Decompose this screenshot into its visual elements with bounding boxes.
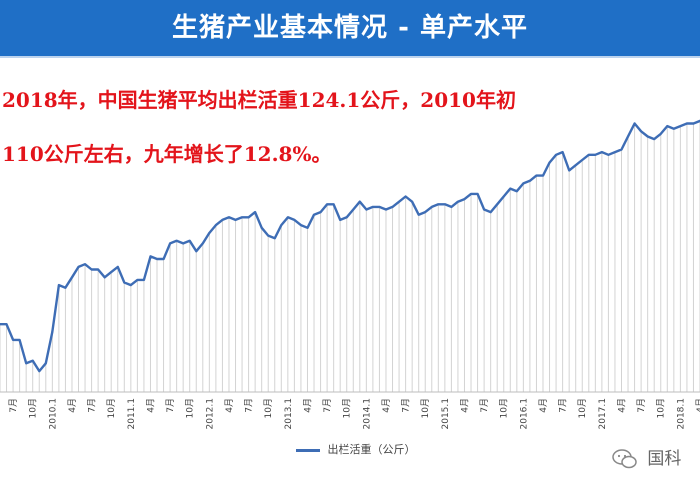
x-tick-label: 4月 (303, 398, 314, 413)
x-tick-label: 7月 (165, 398, 176, 413)
x-tick-label: 7月 (479, 398, 490, 413)
x-tick-label: 4月 (381, 398, 392, 413)
x-tick-label: 2016.1 (519, 398, 529, 430)
x-tick-label: 7月 (87, 398, 98, 413)
x-tick-label: 7月 (401, 398, 412, 413)
x-tick-label: 4月 (67, 398, 78, 413)
header-divider (0, 56, 700, 58)
x-tick-label: 10月 (499, 398, 510, 418)
x-tick-label: 4月 (146, 398, 157, 413)
x-tick-label: 4月 (224, 398, 235, 413)
x-tick-label: 2017.1 (598, 398, 608, 430)
x-tick-label: 2012.1 (205, 398, 215, 430)
x-tick-label: 2015.1 (441, 398, 451, 430)
x-tick-label: 7月 (244, 398, 255, 413)
annotation-line-1: 2018年，中国生猪平均出栏活重124.1公斤，2010年初 (2, 88, 516, 112)
x-tick-label: 10月 (656, 398, 667, 418)
x-tick-label: 4月 (538, 398, 549, 413)
line-chart: 7月 10月 2010.1 4月 7月 10月 2011.1 4月 7月 10月 2012.1 4月 7… (0, 119, 700, 430)
wechat-icon (612, 449, 637, 469)
legend-line-marker (296, 448, 320, 452)
annotation-line-2: 110公斤左右，九年增长了12.8%。 (2, 142, 332, 166)
x-tick-label: 4月 (695, 398, 700, 413)
x-tick-label: 10月 (185, 398, 196, 418)
x-tick-label: 2013.1 (284, 398, 294, 430)
x-tick-label: 4月 (460, 398, 471, 413)
page-title: 生猪产业基本情况 - 单产水平 (172, 13, 528, 43)
x-tick-label: 7月 (636, 398, 647, 413)
watermark: 国科 (612, 446, 681, 472)
x-tick-label: 10月 (263, 398, 274, 418)
x-tick-label: 10月 (28, 398, 39, 418)
x-tick-label: 2010.1 (48, 398, 58, 430)
x-tick-label: 7月 (322, 398, 333, 413)
x-tick-label: 10月 (577, 398, 588, 418)
chart-legend: 出栏活重（公斤） (296, 441, 416, 459)
x-tick-label: 7月 (8, 398, 19, 413)
x-tick-label: 10月 (106, 398, 117, 418)
x-tick-label: 7月 (558, 398, 569, 413)
x-tick-label: 2014.1 (362, 398, 372, 430)
x-tick-label: 4月 (617, 398, 628, 413)
x-tick-label: 10月 (342, 398, 353, 418)
watermark-text: 国科 (647, 449, 682, 469)
series-line (0, 119, 700, 373)
header-bar (0, 0, 700, 56)
x-tick-label: 2018.1 (676, 398, 686, 430)
x-tick-label: 10月 (420, 398, 431, 418)
x-tick-label: 2011.1 (127, 398, 137, 430)
legend-label: 出栏活重（公斤） (327, 443, 416, 456)
